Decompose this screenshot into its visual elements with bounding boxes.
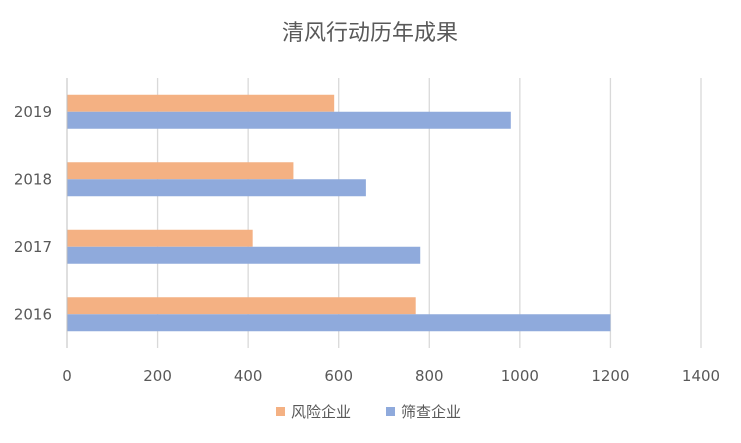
bar-screening-2016 (67, 314, 611, 332)
bar-screening-2018 (67, 179, 366, 197)
axes: 0 200 400 600 800 1000 1200 1400 2016 2017 2018 201… (14, 78, 720, 385)
bars (67, 94, 611, 332)
y-tick-label-2017: 2017 (14, 238, 52, 256)
x-tick-label-600: 600 (324, 367, 353, 385)
legend-label-screening: 筛查企业 (401, 403, 461, 421)
x-tick-label-1400: 1400 (682, 367, 720, 385)
y-tick-label-2018: 2018 (14, 170, 52, 188)
legend-swatch-risk (276, 407, 285, 416)
x-tick-label-0: 0 (62, 367, 72, 385)
x-tick-label-1000: 1000 (501, 367, 539, 385)
legend-swatch-screening (386, 407, 395, 416)
x-tick-label-800: 800 (415, 367, 444, 385)
x-tick-label-200: 200 (143, 367, 172, 385)
bar-risk-2017 (67, 229, 253, 247)
legend: 风险企业 筛查企业 (276, 403, 461, 421)
bar-risk-2019 (67, 94, 335, 112)
legend-label-risk: 风险企业 (291, 403, 351, 421)
x-tick-label-400: 400 (234, 367, 263, 385)
bar-risk-2016 (67, 297, 416, 315)
y-tick-label-2019: 2019 (14, 103, 52, 121)
bar-screening-2019 (67, 111, 511, 129)
x-tick-label-1200: 1200 (591, 367, 629, 385)
bar-screening-2017 (67, 246, 421, 264)
bar-risk-2018 (67, 162, 294, 180)
chart-title: 清风行动历年成果 (282, 21, 458, 46)
y-tick-label-2016: 2016 (14, 305, 52, 323)
